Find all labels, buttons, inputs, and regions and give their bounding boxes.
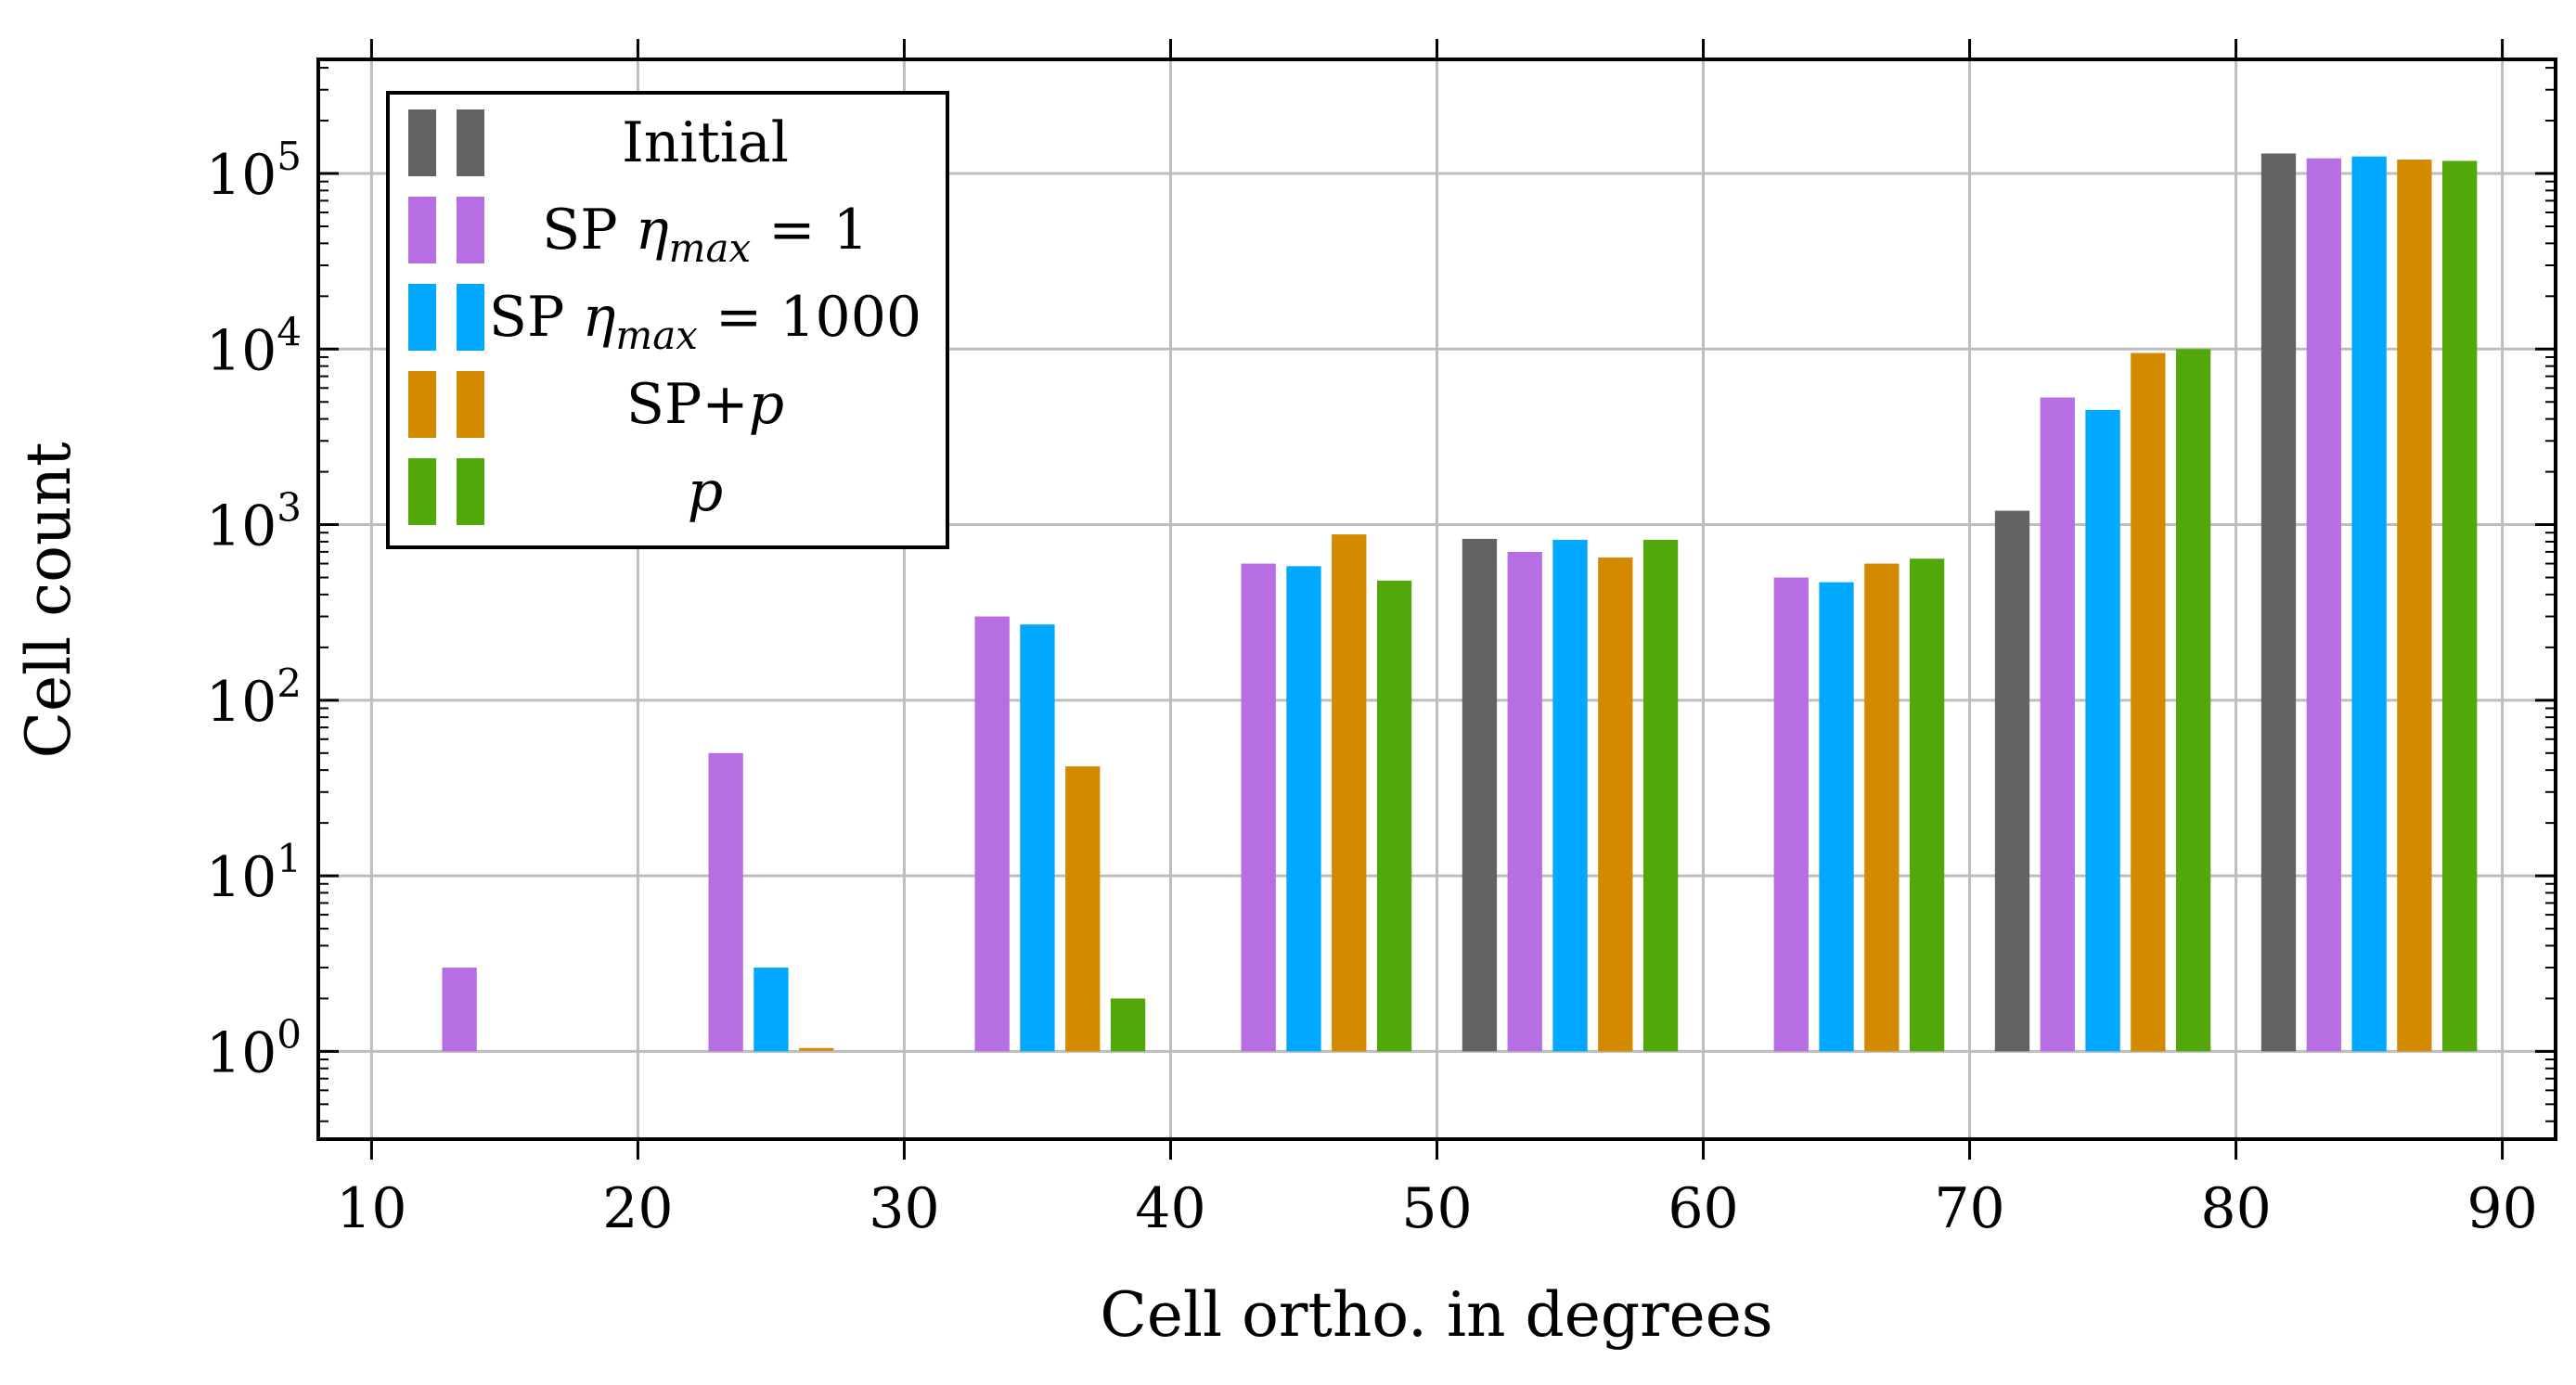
bar [1065,766,1101,1052]
x-tick-label: 50 [1401,1176,1472,1241]
bar [974,616,1010,1052]
bar [2085,409,2120,1052]
x-tick-label: 40 [1135,1176,1205,1241]
legend-label: SP ηmax = 1 [542,198,869,271]
y-tick-label: 105 [206,134,302,208]
bar [1773,577,1809,1052]
bar [1552,539,1588,1052]
y-tick-label: 102 [206,660,302,735]
legend-label: Initial [622,110,789,175]
bar [1909,558,1945,1052]
legend-swatch [457,197,484,263]
bar [2260,153,2297,1052]
bar [2131,353,2166,1052]
legend-swatch [408,284,436,351]
x-tick-label: 30 [869,1176,939,1241]
bar [2442,160,2478,1052]
legend: Initial SP ηmax = 1 SP ηmax = 1000 SP+p p [386,91,949,549]
x-tick-label: 60 [1668,1176,1738,1241]
x-tick-labels: 10 20 30 40 50 60 70 80 90 [336,1176,2538,1241]
bar [1642,539,1679,1052]
legend-swatch [457,284,484,351]
bar [1598,557,1633,1052]
legend-swatch [408,458,436,525]
y-tick-label: 104 [206,309,302,383]
bar [1110,998,1146,1052]
legend-label: SP ηmax = 1000 [489,285,921,358]
bar [799,1047,834,1051]
bar [2040,397,2075,1052]
legend-swatch [408,371,436,438]
bar [1286,566,1321,1052]
y-tick-label: 101 [206,836,302,910]
bar [753,968,789,1052]
legend-label: SP+p [626,372,784,437]
legend-swatch [408,197,436,263]
bar [2175,349,2211,1052]
x-axis-title: Cell ortho. in degrees [1100,1279,1772,1351]
legend-swatch [457,371,484,438]
bar [1994,510,2030,1052]
x-tick-label: 90 [2467,1176,2537,1241]
legend-swatch [457,109,484,176]
x-tick-label: 80 [2200,1176,2271,1241]
legend-swatch [457,458,484,525]
x-tick-label: 10 [336,1176,406,1241]
bar [442,968,477,1052]
bar [1864,563,1900,1052]
bar [1332,534,1367,1052]
bar [708,752,743,1052]
bar [1376,580,1412,1052]
y-tick-labels: 100 101 102 103 104 105 [206,134,302,1085]
y-tick-label: 100 [206,1011,302,1085]
bar [2351,156,2387,1052]
legend-label: p [688,459,723,524]
y-axis-title: Cell count [13,442,84,759]
y-tick-label: 103 [206,485,302,559]
bar [1507,551,1542,1052]
legend-swatch [408,109,436,176]
bars [442,153,2478,1052]
bar [1819,582,1854,1052]
bar [1020,624,1055,1052]
bar [2397,160,2432,1052]
x-tick-label: 20 [602,1176,673,1241]
bar [2306,158,2341,1052]
x-tick-label: 70 [1934,1176,2004,1241]
axis-ticks [318,39,2556,1160]
bar [1462,538,1498,1052]
bar [1241,563,1276,1052]
